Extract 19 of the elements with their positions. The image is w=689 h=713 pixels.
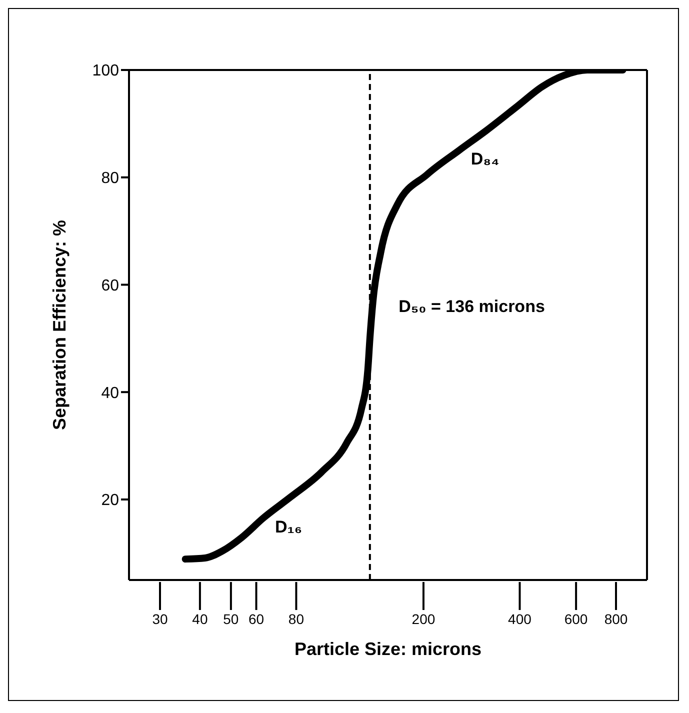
x-axis-title: Particle Size: microns	[294, 639, 482, 659]
x-tick-label: 50	[223, 611, 239, 627]
x-tick-label: 30	[152, 611, 168, 627]
x-tick-label: 600	[564, 611, 588, 627]
y-tick-label: 80	[101, 170, 120, 188]
x-tick-label: 80	[288, 611, 304, 627]
ref-line-label: D₅₀ = 136 microns	[398, 297, 545, 316]
y-tick-label: 100	[92, 62, 120, 80]
x-tick-label: 800	[604, 611, 628, 627]
y-tick-label: 20	[101, 492, 120, 510]
y-axis-title: Separation Efficiency: %	[49, 220, 70, 430]
x-tick-label: 200	[412, 611, 436, 627]
x-tick-label: 40	[192, 611, 208, 627]
annotation: D₁₆	[275, 517, 302, 536]
x-tick-label: 400	[508, 611, 532, 627]
annotation: D₈₄	[470, 150, 500, 169]
x-tick-label: 60	[248, 611, 264, 627]
y-tick-label: 60	[101, 277, 120, 294]
y-tick-label: 40	[101, 384, 120, 402]
